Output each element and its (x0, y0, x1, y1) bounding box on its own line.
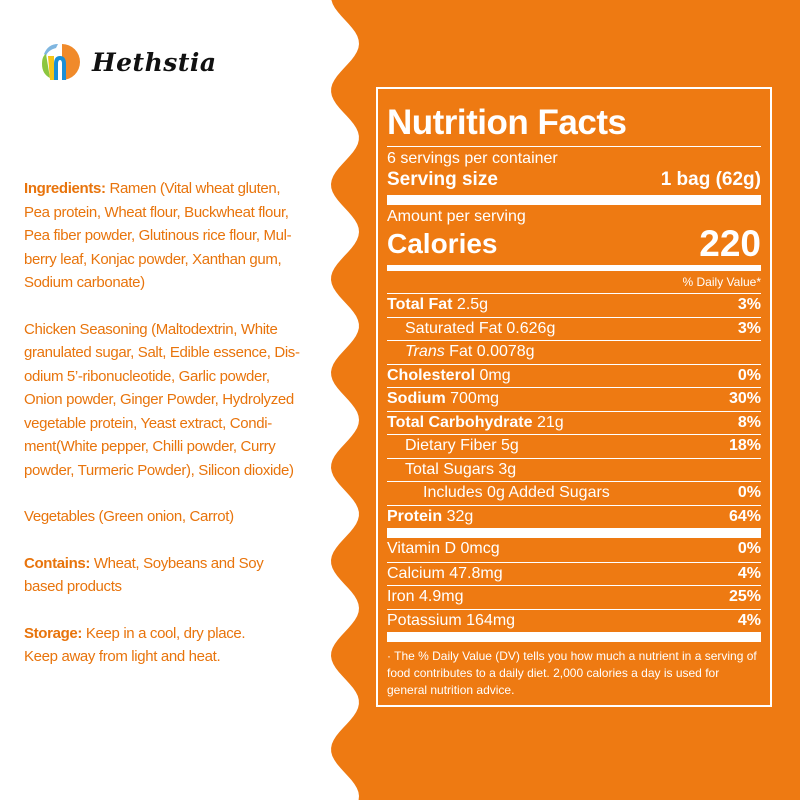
servings-per-container: 6 servings per container (387, 150, 558, 167)
storage-text: Storage: Keep in a cool, dry place. Keep … (24, 624, 246, 666)
nutrition-facts-label: Nutrition Facts 6 servings per container… (376, 87, 772, 707)
amount-per-serving: Amount per serving (387, 208, 526, 225)
seasoning-text: Chicken Seasoning (Maltodextrin, White gr… (24, 320, 300, 479)
nutrient-dv: 18% (728, 437, 761, 454)
nutrient-name: Cholesterol 0mg (387, 366, 511, 384)
nutrient-name: Total Fat 2.5g (387, 296, 489, 313)
vegetables-text: Vegetables (Green onion, Carrot) (24, 508, 234, 525)
ingredients-text: Ingredients: Ramen (Vital wheat gluten, P… (24, 180, 292, 291)
vitamin-name: Iron 4.9mg (387, 588, 464, 605)
vitamin-row: Calcium 47.8mg 4% (387, 561, 761, 586)
nutrient-row: Saturated Fat 0.626g 3% (387, 316, 761, 341)
nutrient-name: Total Carbohydrate 21g (387, 413, 564, 431)
nutrient-dv: 64% (728, 507, 761, 525)
nutrient-name: Dietary Fiber 5g (405, 437, 519, 454)
nutrient-name: Protein 32g (387, 507, 474, 525)
nutrient-row: Cholesterol 0mg 0% (387, 363, 761, 388)
contains-text: Contains: Wheat, Soybeans and Soy based p… (24, 554, 264, 596)
vitamin-dv: 4% (737, 564, 761, 582)
nutrient-row: Total Carbohydrate 21g 8% (387, 410, 761, 435)
nutrient-row: Total Fat 2.5g 3% (387, 293, 761, 317)
nutrition-title: Nutrition Facts (387, 103, 627, 142)
serving-size-row: Serving size 1 bag (62g) (387, 169, 761, 190)
nutrient-dv: 0% (737, 366, 761, 384)
vitamin-dv: 25% (728, 588, 761, 605)
nutrient-row: Includes 0g Added Sugars 0% (387, 481, 761, 505)
nutrient-dv: 8% (737, 413, 761, 431)
vitamin-row: Vitamin D 0mcg 0% (387, 538, 761, 562)
nutrient-row: Dietary Fiber 5g 18% (387, 434, 761, 458)
nutrient-row: Sodium 700mg 30% (387, 387, 761, 411)
nutrient-dv: 30% (728, 390, 761, 407)
vitamin-row: Iron 4.9mg 25% (387, 585, 761, 609)
nutrient-row: Trans Fat 0.0078g (387, 340, 761, 364)
nutrient-name: Includes 0g Added Sugars (423, 484, 610, 501)
vitamin-name: Vitamin D 0mcg (387, 540, 500, 557)
nutrient-row: Protein 32g 64% (387, 504, 761, 529)
nutrient-name: Sodium 700mg (387, 390, 500, 407)
vitamin-dv: 0% (737, 540, 761, 557)
footnote: · The % Daily Value (DV) tells you how m… (387, 649, 757, 697)
nutrient-dv: 0% (737, 484, 761, 501)
nutrient-dv: 3% (737, 296, 761, 313)
nutrient-row: Total Sugars 3g (387, 457, 761, 482)
nutrient-name: Trans Fat 0.0078g (405, 343, 535, 360)
ingredients-panel: Ingredients: Ramen (Vital wheat gluten, P… (24, 177, 334, 692)
vitamin-row: Potassium 164mg 4% (387, 608, 761, 633)
nutrient-dv: 3% (737, 319, 761, 337)
vitamin-name: Calcium 47.8mg (387, 564, 503, 582)
nutrient-name: Total Sugars 3g (405, 460, 517, 478)
daily-value-header: % Daily Value* (682, 275, 761, 289)
brand-name: Hethstia (92, 47, 217, 77)
brand-logo: Hethstia (40, 42, 217, 82)
calories-row: Calories 220 (387, 223, 761, 264)
nutrient-name: Saturated Fat 0.626g (405, 319, 556, 337)
vitamin-name: Potassium 164mg (387, 611, 516, 629)
vitamin-dv: 4% (737, 611, 761, 629)
logo-icon (42, 44, 80, 80)
